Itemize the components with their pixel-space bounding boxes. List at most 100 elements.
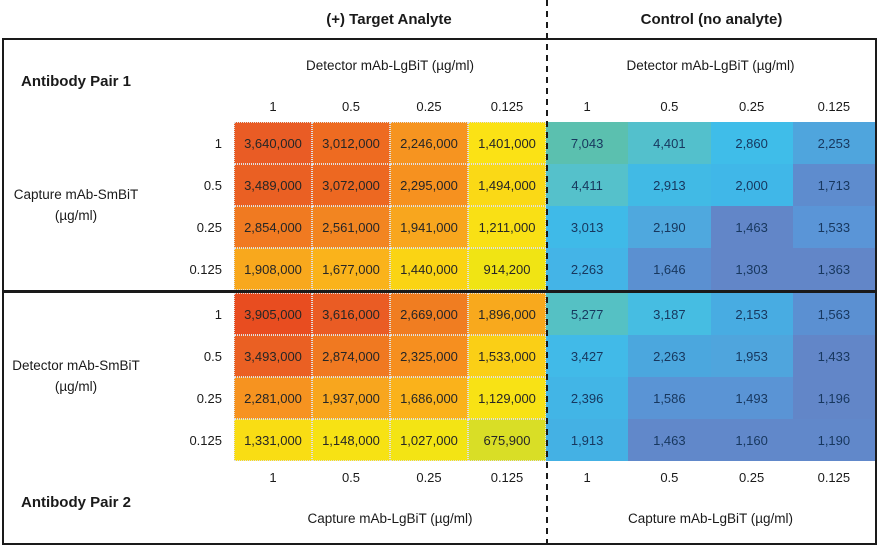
heatmap-cell: 1,941,000 <box>390 206 468 248</box>
heatmap-cell: 1,896,000 <box>468 293 546 335</box>
row-concentration-label: 0.25 <box>196 390 222 406</box>
heatmap-cell: 2,913 <box>628 164 711 206</box>
heatmap-cell: 2,263 <box>628 335 711 377</box>
heatmap-cell: 2,000 <box>710 164 793 206</box>
heatmap-cell: 1,563 <box>792 293 875 335</box>
target-analyte-header: (+) Target Analyte <box>326 10 452 28</box>
heatmap-cell: 1,463 <box>628 419 711 461</box>
col-concentration-label: 1 <box>269 469 277 485</box>
heatmap-cell: 1,686,000 <box>390 377 468 419</box>
col-concentration-label: 0.5 <box>660 98 679 114</box>
antibody-pair-1-label: Antibody Pair 1 <box>20 72 132 90</box>
heatmap-cell: 2,561,000 <box>312 206 390 248</box>
heatmap-cell: 2,874,000 <box>312 335 390 377</box>
detector-axis-header-control: Detector mAb-LgBiT (µg/ml) <box>626 57 795 73</box>
heatmap-cell: 4,401 <box>628 122 711 164</box>
heatmap-cell: 2,153 <box>710 293 793 335</box>
heatmap-cell: 2,190 <box>628 206 711 248</box>
axis-label-line1: Capture mAb-SmBiT <box>13 187 139 203</box>
heatmap-cell: 1,190 <box>792 419 875 461</box>
heatmap-cell: 1,211,000 <box>468 206 546 248</box>
axis-label-line1: Detector mAb-SmBiT <box>12 358 140 374</box>
heatmap-cell: 2,669,000 <box>390 293 468 335</box>
heatmap-cell: 2,325,000 <box>390 335 468 377</box>
heatmap-cell: 675,900 <box>468 419 546 461</box>
axis-label-line2: (µg/ml) <box>54 379 98 394</box>
capture-smbit-axis-label: Capture mAb-SmBiT (µg/ml) <box>4 122 148 290</box>
heatmap-cell: 1,937,000 <box>312 377 390 419</box>
row-concentration-label: 0.125 <box>189 432 222 448</box>
col-concentration-label: 0.125 <box>490 98 524 114</box>
col-concentration-label: 0.125 <box>817 98 851 114</box>
heatmap-cell: 2,281,000 <box>234 377 312 419</box>
col-concentration-label: 0.5 <box>341 98 361 114</box>
heatmap-cell: 3,489,000 <box>234 164 312 206</box>
heatmap-cell: 2,295,000 <box>390 164 468 206</box>
heatmap-cell: 5,277 <box>546 293 629 335</box>
col-concentration-label: 0.25 <box>416 98 442 114</box>
heatmap-cell: 1,533 <box>792 206 875 248</box>
heatmap-table: Antibody Pair 1 Detector mAb-LgBiT (µg/m… <box>2 38 877 545</box>
heatmap-cell: 1,586 <box>628 377 711 419</box>
capture-axis-footer-control: Capture mAb-LgBiT (µg/ml) <box>627 510 794 526</box>
heatmap-cell: 1,401,000 <box>468 122 546 164</box>
col-concentration-label: 0.125 <box>817 469 851 485</box>
row-concentration-label: 0.5 <box>203 177 222 193</box>
heatmap-cell: 1,493 <box>710 377 793 419</box>
heatmap-cell: 1,913 <box>546 419 629 461</box>
heatmap-cell: 1,148,000 <box>312 419 390 461</box>
section-divider <box>4 290 875 293</box>
row-concentration-label: 0.125 <box>189 261 222 277</box>
col-concentration-label: 1 <box>583 469 591 485</box>
col-concentration-label: 0.5 <box>660 469 679 485</box>
heatmap-cell: 3,013 <box>546 206 629 248</box>
heatmap-cell: 1,363 <box>792 248 875 290</box>
col-concentration-label: 0.25 <box>738 469 765 485</box>
heatmap-cell: 1,303 <box>710 248 793 290</box>
heatmap-cell: 3,187 <box>628 293 711 335</box>
heatmap-cell: 3,616,000 <box>312 293 390 335</box>
heatmap-cell: 3,905,000 <box>234 293 312 335</box>
heatmap-cell: 3,012,000 <box>312 122 390 164</box>
row-concentration-label: 1 <box>214 306 222 322</box>
heatmap-cell: 4,411 <box>546 164 629 206</box>
dashed-divider <box>546 0 548 547</box>
detector-smbit-axis-label: Detector mAb-SmBiT (µg/ml) <box>4 293 148 461</box>
heatmap-cell: 1,331,000 <box>234 419 312 461</box>
heatmap-cell: 1,440,000 <box>390 248 468 290</box>
heatmap-cell: 2,860 <box>710 122 793 164</box>
heatmap-cell: 7,043 <box>546 122 629 164</box>
heatmap-cell: 2,854,000 <box>234 206 312 248</box>
heatmap-cell: 3,493,000 <box>234 335 312 377</box>
row-concentration-label: 0.5 <box>203 348 222 364</box>
heatmap-cell: 1,027,000 <box>390 419 468 461</box>
col-concentration-label: 0.125 <box>490 469 524 485</box>
heatmap-cell: 1,196 <box>792 377 875 419</box>
heatmap-cell: 914,200 <box>468 248 546 290</box>
col-concentration-label: 1 <box>583 98 591 114</box>
heatmap-cell: 1,463 <box>710 206 793 248</box>
row-concentration-label: 1 <box>214 135 222 151</box>
heatmap-cell: 1,433 <box>792 335 875 377</box>
heatmap-cell: 1,129,000 <box>468 377 546 419</box>
antibody-pair-2-label: Antibody Pair 2 <box>20 493 132 511</box>
heatmap-cell: 3,427 <box>546 335 629 377</box>
heatmap-cell: 2,253 <box>792 122 875 164</box>
heatmap-cell: 1,953 <box>710 335 793 377</box>
row-concentration-label: 0.25 <box>196 219 222 235</box>
axis-label-line2: (µg/ml) <box>54 208 98 223</box>
heatmap-cell: 1,160 <box>710 419 793 461</box>
heatmap-cell: 1,494,000 <box>468 164 546 206</box>
heatmap-cell: 1,713 <box>792 164 875 206</box>
detector-axis-header-target: Detector mAb-LgBiT (µg/ml) <box>305 57 475 73</box>
heatmap-cell: 3,072,000 <box>312 164 390 206</box>
heatmap-cell: 2,246,000 <box>390 122 468 164</box>
heatmap-cell: 3,640,000 <box>234 122 312 164</box>
col-concentration-label: 0.25 <box>416 469 442 485</box>
control-header: Control (no analyte) <box>640 10 783 28</box>
col-concentration-label: 1 <box>269 98 277 114</box>
capture-axis-footer-target: Capture mAb-LgBiT (µg/ml) <box>307 510 473 526</box>
heatmap-cell: 2,396 <box>546 377 629 419</box>
col-concentration-label: 0.5 <box>341 469 361 485</box>
